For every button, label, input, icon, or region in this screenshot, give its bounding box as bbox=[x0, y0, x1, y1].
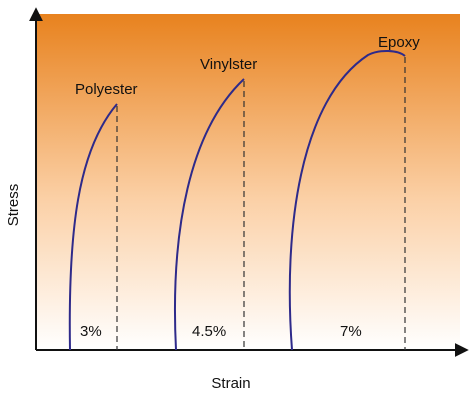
series-line-epoxy bbox=[288, 50, 406, 351]
series-label-polyester: Polyester bbox=[75, 81, 138, 98]
series-line-vinylster bbox=[173, 78, 245, 351]
x-axis-label: Strain bbox=[211, 375, 250, 392]
strain-label-polyester: 3% bbox=[80, 323, 102, 340]
plot-background bbox=[36, 14, 460, 350]
strain-label-epoxy: 7% bbox=[340, 323, 362, 340]
strain-label-vinylster: 4.5% bbox=[192, 323, 226, 340]
series-label-epoxy: Epoxy bbox=[378, 34, 420, 51]
y-axis-label: Stress bbox=[5, 184, 22, 227]
series-label-vinylster: Vinylster bbox=[200, 56, 257, 73]
series-line-polyester bbox=[68, 103, 118, 351]
